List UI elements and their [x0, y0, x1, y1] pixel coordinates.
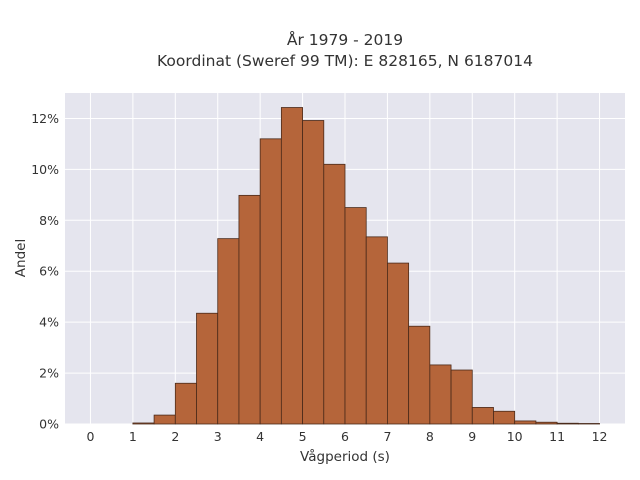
x-tick-label: 1 — [129, 429, 137, 444]
chart-title-line2: Koordinat (Sweref 99 TM): E 828165, N 61… — [157, 52, 533, 70]
y-axis-label: Andel — [13, 239, 29, 277]
y-tick-label: 4% — [39, 315, 59, 330]
histogram-bar — [365, 236, 388, 425]
histogram-bar — [493, 410, 516, 425]
histogram-bar — [302, 120, 325, 425]
y-tick-label: 10% — [31, 162, 59, 177]
histogram-bar — [196, 312, 219, 425]
histogram-bar — [450, 369, 473, 425]
x-tick-label: 8 — [426, 429, 434, 444]
histogram-bar — [556, 422, 579, 425]
x-tick-label: 3 — [214, 429, 222, 444]
bars — [132, 107, 600, 425]
x-tick-label: 9 — [468, 429, 476, 444]
chart-title-line1: År 1979 - 2019 — [287, 30, 403, 49]
histogram-bar — [323, 163, 346, 425]
histogram-bar — [280, 107, 303, 425]
x-tick-label: 5 — [299, 429, 307, 444]
histogram-bar — [217, 238, 240, 425]
histogram-bar — [153, 414, 176, 425]
histogram-bar — [259, 138, 282, 425]
y-tick-label: 12% — [31, 111, 59, 126]
x-axis-label: Vågperiod (s) — [300, 448, 390, 465]
histogram-bar — [344, 207, 367, 425]
tick-labels: 0 1 2 3 4 5 6 7 8 9 10 11 120%2%4%6%8%10%12% — [31, 111, 607, 444]
histogram-bar — [471, 407, 494, 425]
histogram-bar — [535, 421, 558, 425]
y-tick-label: 2% — [39, 366, 59, 381]
histogram-bar — [238, 194, 261, 425]
x-tick-label: 11 — [549, 429, 565, 444]
y-tick-label: 6% — [39, 264, 59, 279]
histogram-bar — [174, 382, 197, 425]
histogram-bar — [577, 423, 600, 425]
histogram-bar — [387, 262, 410, 425]
y-tick-label: 8% — [39, 213, 59, 228]
y-tick-label: 0% — [39, 417, 59, 432]
x-tick-label: 4 — [256, 429, 264, 444]
x-tick-label: 0 — [86, 429, 94, 444]
x-tick-label: 10 — [507, 429, 523, 444]
histogram-bar — [408, 325, 431, 425]
x-tick-label: 2 — [171, 429, 179, 444]
x-tick-label: 7 — [383, 429, 391, 444]
histogram-bar — [132, 422, 155, 425]
x-tick-label: 12 — [592, 429, 608, 444]
histogram-bar — [514, 420, 537, 425]
histogram-bar — [429, 364, 452, 425]
x-tick-label: 6 — [341, 429, 349, 444]
